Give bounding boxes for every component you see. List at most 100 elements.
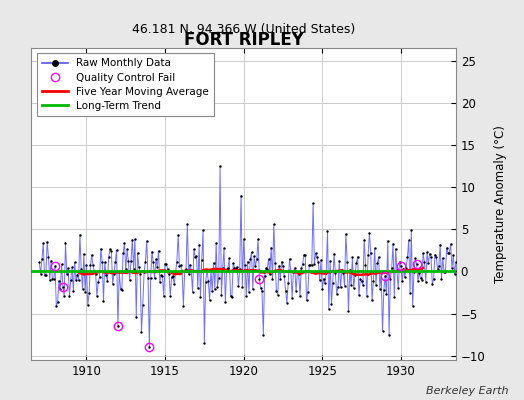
Point [239, 236, 248, 242]
Point [397, 263, 405, 270]
Point [112, 247, 121, 253]
Point [319, 276, 328, 282]
Point [175, 263, 183, 270]
Point [419, 250, 427, 256]
Point [62, 271, 71, 277]
Point [268, 276, 277, 283]
Point [243, 258, 252, 265]
Point [46, 276, 54, 283]
Point [255, 276, 264, 282]
Point [300, 252, 308, 258]
Point [67, 276, 75, 283]
Point [80, 250, 88, 257]
Point [366, 250, 375, 256]
Point [293, 269, 301, 275]
Point [254, 236, 262, 242]
Point [125, 277, 134, 283]
Point [183, 221, 191, 228]
Point [54, 278, 63, 284]
Text: 46.181 N, 94.366 W (United States): 46.181 N, 94.366 W (United States) [132, 22, 355, 36]
Point [204, 278, 212, 284]
Point [427, 254, 435, 260]
Point [201, 278, 210, 285]
Point [335, 258, 343, 264]
Point [445, 250, 453, 256]
Point [229, 260, 237, 266]
Point [156, 279, 164, 285]
Point [153, 264, 161, 270]
Point [103, 278, 112, 284]
Point [455, 254, 464, 260]
Point [318, 286, 326, 292]
Point [110, 271, 118, 277]
Point [226, 292, 235, 299]
Point [322, 270, 330, 276]
Point [277, 258, 286, 265]
Point [439, 255, 447, 261]
Point [261, 265, 270, 271]
Point [429, 276, 438, 282]
Point [355, 292, 363, 298]
Point [119, 250, 127, 256]
Y-axis label: Temperature Anomaly (°C): Temperature Anomaly (°C) [494, 125, 507, 283]
Point [57, 261, 66, 268]
Point [241, 262, 249, 268]
Point [74, 277, 83, 284]
Point [158, 273, 167, 279]
Point [177, 262, 185, 268]
Point [256, 285, 265, 292]
Point [353, 254, 362, 260]
Legend: Raw Monthly Data, Quality Control Fail, Five Year Moving Average, Long-Term Tren: Raw Monthly Data, Quality Control Fail, … [37, 53, 214, 116]
Point [99, 298, 107, 304]
Point [391, 246, 400, 252]
Point [266, 271, 274, 278]
Point [343, 258, 351, 265]
Point [288, 295, 296, 301]
Point [289, 268, 298, 275]
Point [331, 270, 340, 276]
Point [352, 260, 361, 267]
Point [361, 262, 369, 268]
Point [334, 284, 342, 290]
Point [77, 266, 85, 272]
Point [316, 257, 325, 264]
Point [146, 275, 155, 281]
Point [182, 266, 190, 272]
Point [258, 288, 266, 294]
Point [230, 264, 238, 271]
Point [102, 272, 110, 279]
Point [290, 264, 299, 271]
Point [165, 270, 173, 277]
Point [130, 236, 139, 242]
Point [133, 250, 141, 256]
Point [178, 268, 186, 274]
Point [246, 256, 254, 262]
Point [140, 269, 148, 276]
Point [68, 264, 76, 271]
Point [56, 286, 64, 292]
Point [221, 299, 230, 306]
Point [90, 268, 99, 274]
Point [406, 289, 414, 296]
Point [93, 293, 101, 299]
Point [188, 289, 196, 295]
Point [284, 280, 292, 286]
Point [431, 252, 439, 258]
Point [309, 200, 317, 206]
Point [324, 306, 333, 312]
Point [279, 263, 287, 269]
Point [364, 252, 372, 258]
Point [340, 282, 348, 289]
Point [75, 232, 84, 238]
Point [136, 270, 144, 277]
Point [216, 163, 224, 169]
Point [351, 272, 359, 278]
Point [162, 261, 170, 268]
Point [72, 277, 80, 284]
Point [64, 265, 72, 272]
Point [51, 263, 59, 269]
Point [267, 244, 275, 251]
Point [259, 332, 267, 338]
Point [402, 264, 410, 271]
Point [449, 252, 457, 259]
